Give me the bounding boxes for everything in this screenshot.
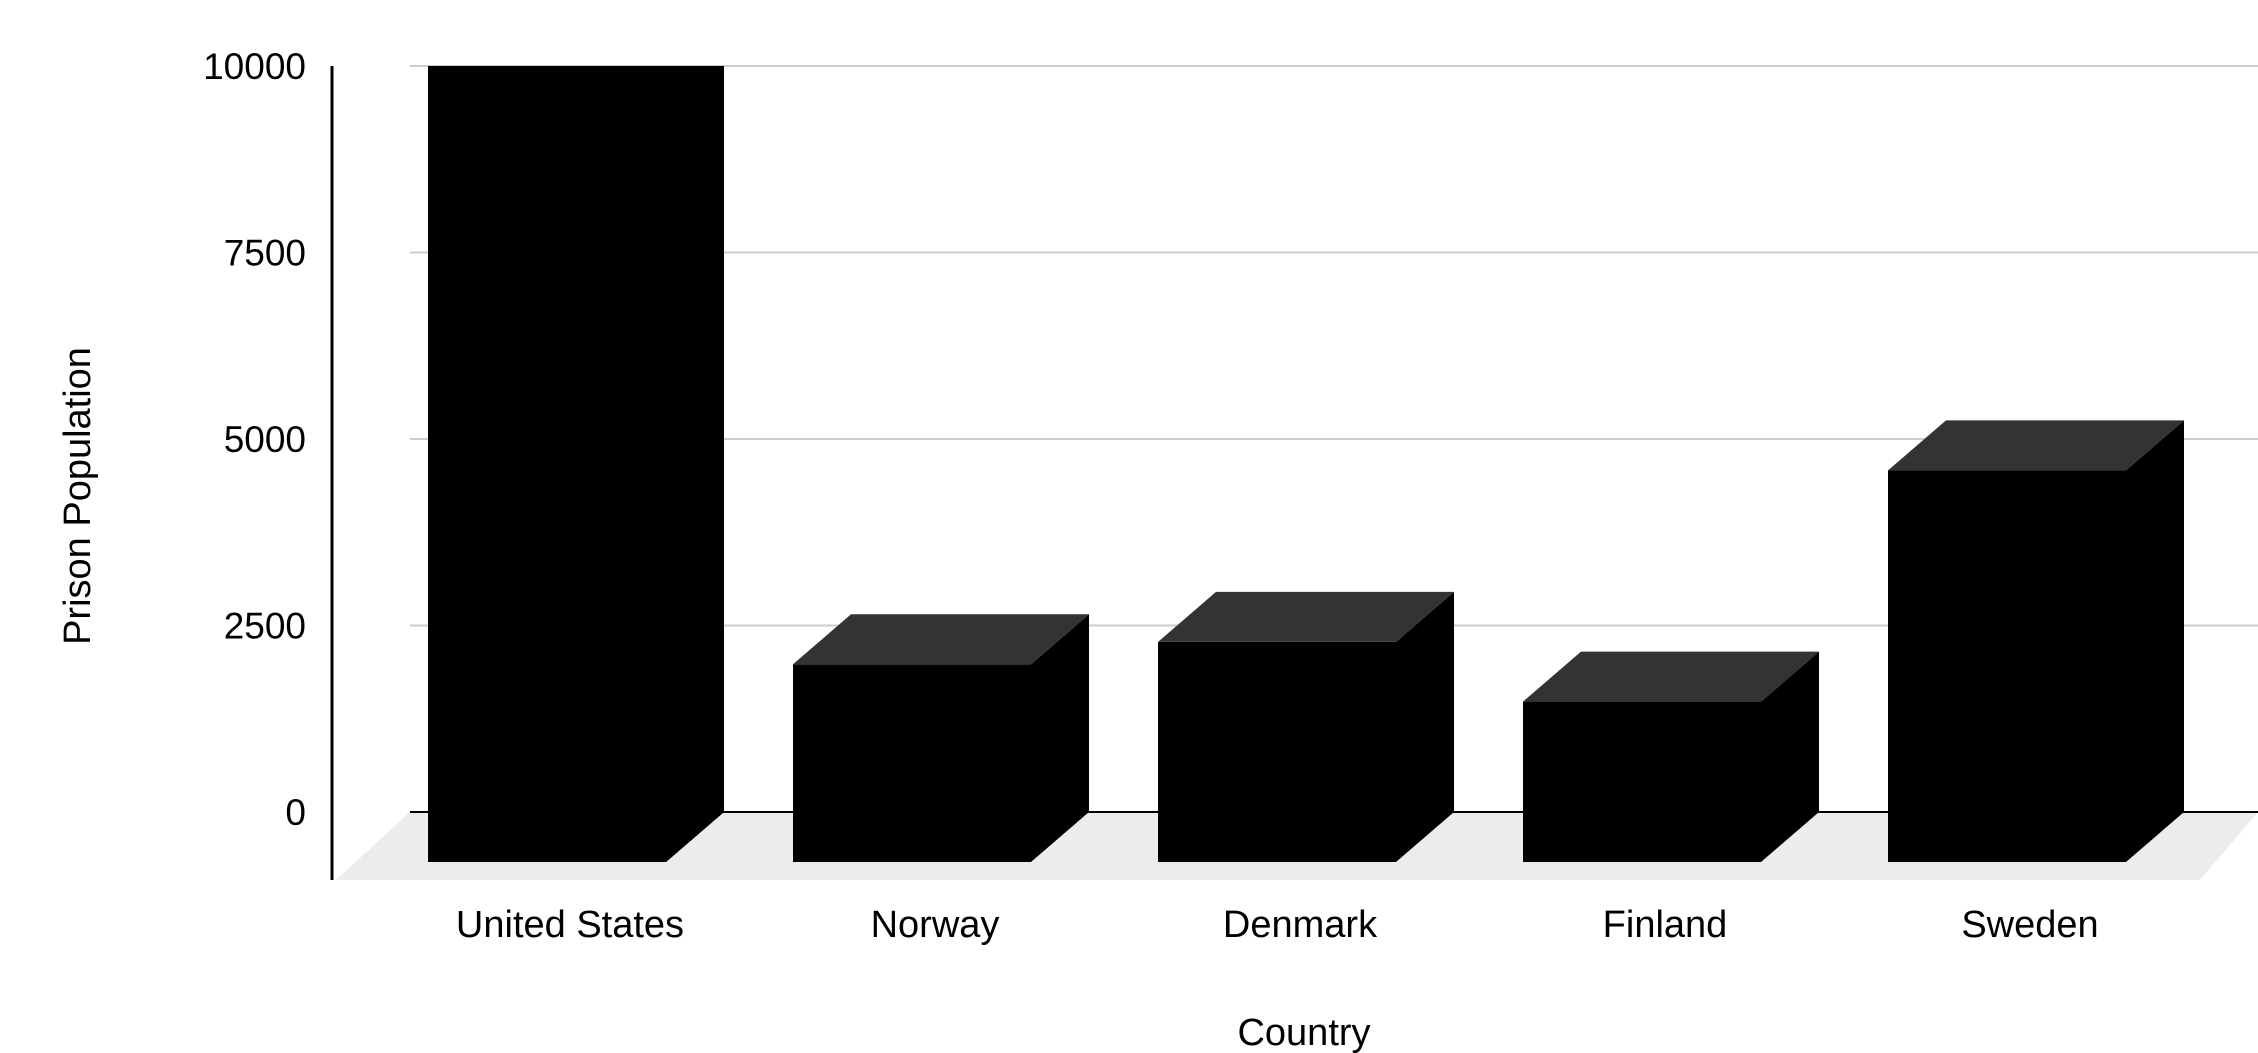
y-tick-label: 7500 bbox=[224, 233, 306, 274]
x-tick-label: Sweden bbox=[1961, 904, 2098, 946]
x-tick-label: Norway bbox=[871, 904, 1000, 946]
bar-top bbox=[1523, 651, 1819, 702]
bar-front bbox=[793, 664, 1031, 862]
bar bbox=[793, 614, 1089, 862]
x-tick-label: Finland bbox=[1603, 904, 1728, 946]
y-axis-title: Prison Population bbox=[57, 347, 99, 645]
bar-side bbox=[666, 66, 724, 862]
bar-side bbox=[1761, 651, 1819, 862]
bar bbox=[428, 66, 724, 862]
y-tick-label: 2500 bbox=[224, 606, 306, 647]
y-tick-label: 0 bbox=[285, 792, 306, 833]
bar-front bbox=[428, 66, 666, 862]
bar-front bbox=[1888, 470, 2126, 862]
y-axis-ticks: 10000 7500 5000 2500 0 bbox=[203, 46, 306, 833]
bar bbox=[1158, 591, 1454, 862]
bar-side bbox=[2126, 420, 2184, 862]
bar-side bbox=[1396, 591, 1454, 862]
bar-front bbox=[1158, 641, 1396, 862]
bar-top bbox=[793, 614, 1089, 665]
bars bbox=[428, 66, 2184, 862]
bar-front bbox=[1523, 701, 1761, 862]
bar bbox=[1888, 420, 2184, 862]
x-tick-label: United States bbox=[456, 904, 684, 946]
y-tick-label: 10000 bbox=[203, 46, 306, 87]
bar-top bbox=[1888, 420, 2184, 471]
x-tick-label: Denmark bbox=[1223, 904, 1378, 946]
x-axis-labels: United States Norway Denmark Finland Sweden bbox=[456, 904, 2099, 946]
bar bbox=[1523, 651, 1819, 862]
bar-top bbox=[1158, 591, 1454, 642]
bar-side bbox=[1031, 614, 1089, 862]
y-tick-label: 5000 bbox=[224, 419, 306, 460]
x-axis-title: Country bbox=[1237, 1012, 1370, 1053]
